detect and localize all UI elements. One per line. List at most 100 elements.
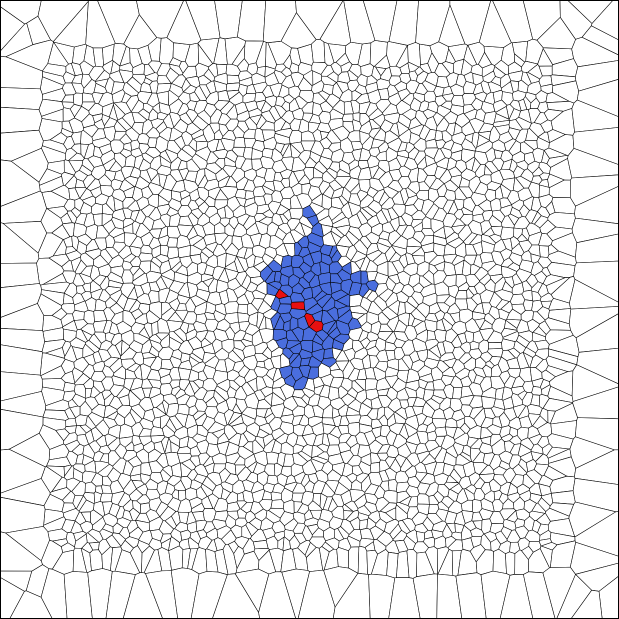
voronoi-cell bbox=[412, 230, 426, 244]
voronoi-cell bbox=[269, 105, 282, 122]
voronoi-cell bbox=[138, 252, 154, 262]
voronoi-cell bbox=[574, 449, 619, 485]
voronoi-cell bbox=[202, 476, 217, 492]
voronoi-cell bbox=[99, 492, 113, 503]
voronoi-cell bbox=[87, 568, 113, 619]
voronoi-cell bbox=[0, 106, 43, 134]
voronoi-cell bbox=[574, 511, 619, 557]
voronoi-cell bbox=[500, 327, 518, 338]
voronoi-cell bbox=[63, 381, 76, 393]
voronoi-cell bbox=[538, 245, 550, 258]
voronoi-cell bbox=[388, 0, 419, 46]
voronoi-cell bbox=[571, 99, 619, 133]
voronoi-cell bbox=[416, 531, 425, 543]
voronoi-cell bbox=[436, 573, 463, 619]
voronoi-cell bbox=[185, 0, 221, 41]
voronoi-cell bbox=[576, 347, 619, 385]
voronoi-cell bbox=[89, 549, 103, 572]
voronoi-cell bbox=[0, 570, 33, 592]
voronoi-cell bbox=[569, 279, 619, 310]
voronoi-cell bbox=[0, 87, 43, 110]
voronoi-cell bbox=[575, 233, 619, 264]
voronoi-cell bbox=[9, 590, 53, 619]
voronoi-cell bbox=[370, 462, 381, 473]
voronoi-cell bbox=[72, 310, 85, 321]
voronoi-cell bbox=[295, 0, 344, 40]
voronoi-cell bbox=[362, 0, 398, 43]
voronoi-cell bbox=[459, 451, 472, 462]
voronoi-cell bbox=[570, 589, 603, 619]
voronoi-cell bbox=[213, 389, 226, 405]
voronoi-cell bbox=[440, 100, 453, 111]
voronoi-cell bbox=[571, 217, 619, 243]
voronoi-cell bbox=[598, 575, 619, 619]
voronoi-cell bbox=[205, 242, 218, 254]
voronoi-cell bbox=[100, 248, 113, 265]
voronoi-cell bbox=[498, 460, 511, 471]
voronoi-cell bbox=[531, 386, 543, 396]
voronoi-cell bbox=[570, 542, 619, 575]
voronoi-cell bbox=[136, 0, 185, 39]
voronoi-cell bbox=[572, 127, 619, 166]
voronoi-cell bbox=[424, 90, 437, 103]
voronoi-cell bbox=[452, 387, 463, 400]
voronoi-cell bbox=[490, 198, 502, 212]
voronoi-cell bbox=[311, 38, 326, 63]
voronoi-cell bbox=[488, 342, 503, 350]
voronoi-cell bbox=[559, 0, 593, 40]
voronoi-cell bbox=[469, 340, 480, 350]
voronoi-cell bbox=[342, 113, 354, 123]
voronoi-cell bbox=[156, 402, 166, 415]
voronoi-cell bbox=[424, 174, 437, 189]
voronoi-cell bbox=[65, 418, 77, 427]
voronoi-cell bbox=[575, 60, 619, 92]
voronoi-cell bbox=[357, 545, 368, 575]
voronoi-cell bbox=[233, 136, 246, 148]
voronoi-cell bbox=[226, 74, 240, 85]
voronoi-cell bbox=[170, 567, 200, 619]
voronoi-cell bbox=[591, 0, 619, 41]
voronoi-cell bbox=[237, 0, 267, 42]
voronoi-cell bbox=[336, 547, 349, 569]
voronoi-cell bbox=[479, 0, 512, 48]
voronoi-cell bbox=[270, 491, 282, 501]
voronoi-cell bbox=[417, 493, 430, 505]
voronoi-cell bbox=[270, 499, 285, 509]
voronoi-cell bbox=[551, 490, 576, 505]
voronoi-cell bbox=[574, 185, 619, 225]
voronoi-cell bbox=[536, 17, 576, 50]
voronoi-cell bbox=[309, 202, 326, 216]
voronoi-cell bbox=[365, 378, 378, 391]
voronoi-cell bbox=[225, 82, 241, 92]
voronoi-cell bbox=[251, 297, 264, 311]
voronoi-cell bbox=[253, 540, 269, 550]
voronoi-cell bbox=[573, 260, 619, 303]
voronoi-cell bbox=[388, 479, 398, 492]
voronoi-cell bbox=[0, 283, 42, 318]
voronoi-cell bbox=[237, 312, 250, 323]
voronoi-cell bbox=[570, 174, 619, 207]
voronoi-cell bbox=[489, 234, 502, 244]
voronoi-cell bbox=[224, 301, 239, 315]
voronoi-cell bbox=[495, 106, 510, 120]
voronoi-cell bbox=[343, 0, 376, 45]
voronoi-cell bbox=[88, 333, 102, 350]
voronoi-cell bbox=[492, 548, 507, 574]
voronoi-cell bbox=[159, 383, 173, 396]
voronoi-cell bbox=[567, 148, 619, 179]
voronoi-cell bbox=[237, 303, 248, 315]
voronoi-cell bbox=[0, 371, 43, 402]
voronoi-cell bbox=[505, 551, 516, 576]
selected-region-cell bbox=[323, 347, 334, 359]
voronoi-cell bbox=[492, 0, 533, 44]
voronoi-cell bbox=[572, 386, 619, 420]
voronoi-cell bbox=[268, 507, 285, 519]
voronoi-cell bbox=[568, 501, 617, 538]
voronoi-cell bbox=[214, 0, 243, 40]
voronoi-cell bbox=[166, 237, 178, 248]
voronoi-cell bbox=[168, 545, 184, 571]
voronoi-cell bbox=[145, 509, 161, 522]
voronoi-cell bbox=[61, 259, 74, 272]
